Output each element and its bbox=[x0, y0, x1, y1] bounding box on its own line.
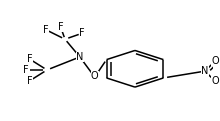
Text: N: N bbox=[201, 66, 209, 76]
Text: O: O bbox=[91, 72, 99, 81]
Text: F: F bbox=[27, 54, 33, 64]
Text: F: F bbox=[23, 65, 29, 75]
Text: F: F bbox=[58, 22, 64, 32]
Text: F: F bbox=[43, 25, 49, 35]
Text: F: F bbox=[79, 28, 85, 38]
Text: N: N bbox=[76, 52, 84, 62]
Text: F: F bbox=[27, 76, 33, 86]
Text: O: O bbox=[211, 76, 219, 86]
Text: O: O bbox=[211, 56, 219, 66]
